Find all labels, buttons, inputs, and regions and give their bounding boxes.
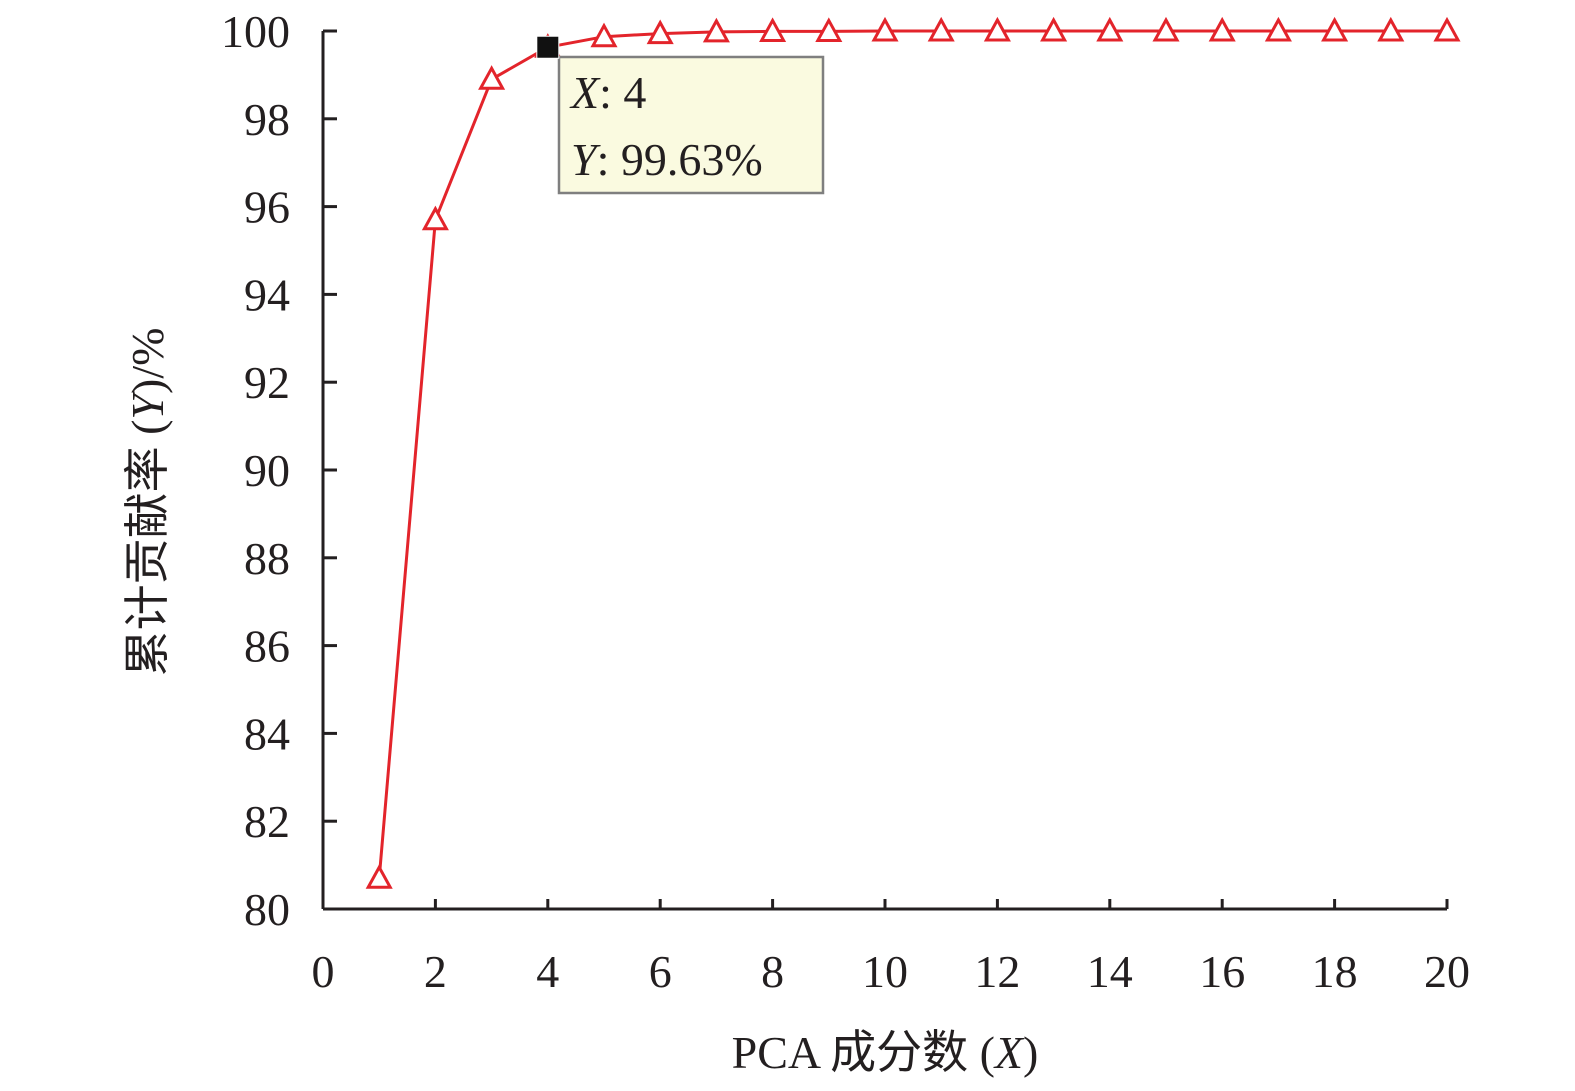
- y-tick-label: 98: [244, 94, 290, 145]
- y-tick-label: 100: [221, 6, 290, 57]
- x-tick-label: 8: [761, 946, 784, 997]
- x-axis-title: PCA 成分数 (X): [732, 1027, 1039, 1078]
- data-point: [871, 16, 899, 42]
- data-point: [1152, 16, 1180, 42]
- y-tick-label: 96: [244, 182, 290, 233]
- series: [365, 16, 1461, 889]
- y-tick-label: 92: [244, 357, 290, 408]
- data-point: [646, 19, 674, 45]
- x-tick-label: 0: [312, 946, 335, 997]
- data-point: [478, 65, 506, 90]
- ticks: 80 82 84 86 88 90 92 94 96 98 100 0 2 4 6 8 10 12 14 16 18 20: [221, 6, 1470, 997]
- y-tick-label: 90: [244, 445, 290, 496]
- data-point: [1040, 16, 1068, 42]
- data-point: [590, 22, 618, 48]
- data-point: [421, 205, 449, 231]
- data-point: [983, 16, 1011, 42]
- y-tick-label: 82: [244, 796, 290, 847]
- x-tick-label: 20: [1424, 946, 1470, 997]
- data-point: [365, 864, 393, 889]
- data-point: [759, 17, 787, 42]
- tooltip: X: 4 Y: 99.63%: [536, 35, 825, 195]
- datatip-box: [557, 55, 825, 195]
- data-point: [702, 17, 730, 43]
- x-tick-label: 18: [1312, 946, 1358, 997]
- x-tick-label: 12: [974, 946, 1020, 997]
- x-tick-label: 2: [424, 946, 447, 997]
- data-point: [1208, 16, 1236, 42]
- x-tick-label: 16: [1199, 946, 1245, 997]
- y-tick-label: 88: [244, 533, 290, 584]
- x-tick-label: 4: [536, 946, 559, 997]
- data-point: [1321, 16, 1349, 42]
- axis-titles: PCA 成分数 (X) 累计贡献率 (Y)/%: [122, 328, 1038, 1078]
- y-tick-label: 84: [244, 708, 290, 759]
- series-line: [377, 29, 1447, 879]
- y-tick-label: 94: [244, 269, 290, 320]
- data-point: [815, 17, 843, 42]
- x-tick-label: 10: [862, 946, 908, 997]
- y-tick-label: 80: [244, 884, 290, 935]
- y-tick-label: 86: [244, 621, 290, 672]
- data-point: [1096, 16, 1124, 42]
- axes: [321, 31, 1447, 911]
- data-point: [1264, 16, 1292, 42]
- datatip-x-line: X: 4: [569, 67, 646, 118]
- data-point: [927, 16, 955, 42]
- data-point: [1377, 16, 1405, 42]
- datatip-marker: [536, 35, 560, 59]
- x-tick-label: 6: [649, 946, 672, 997]
- y-axis-title: 累计贡献率 (Y)/%: [122, 328, 173, 677]
- data-point: [1433, 16, 1461, 42]
- x-tick-label: 14: [1087, 946, 1133, 997]
- datatip-y-line: Y: 99.63%: [571, 134, 763, 185]
